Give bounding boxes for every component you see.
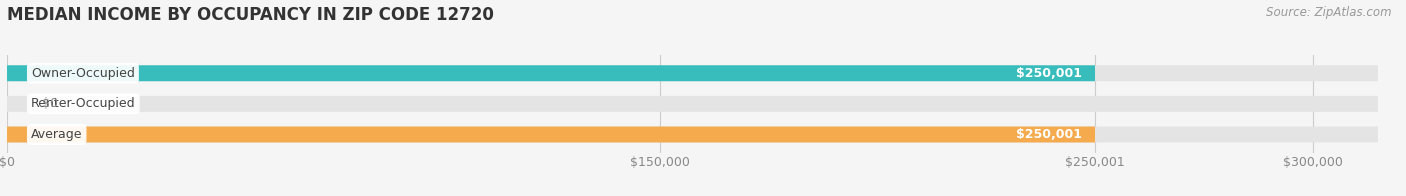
Text: Renter-Occupied: Renter-Occupied [31,97,135,110]
FancyBboxPatch shape [7,65,1095,81]
Text: $250,001: $250,001 [1017,67,1083,80]
Text: Average: Average [31,128,83,141]
Text: $250,001: $250,001 [1017,128,1083,141]
FancyBboxPatch shape [7,65,1378,81]
Text: MEDIAN INCOME BY OCCUPANCY IN ZIP CODE 12720: MEDIAN INCOME BY OCCUPANCY IN ZIP CODE 1… [7,6,494,24]
FancyBboxPatch shape [7,127,1378,142]
FancyBboxPatch shape [7,127,1095,142]
Text: Source: ZipAtlas.com: Source: ZipAtlas.com [1267,6,1392,19]
FancyBboxPatch shape [7,96,1378,112]
Text: $0: $0 [42,97,58,110]
Text: Owner-Occupied: Owner-Occupied [31,67,135,80]
